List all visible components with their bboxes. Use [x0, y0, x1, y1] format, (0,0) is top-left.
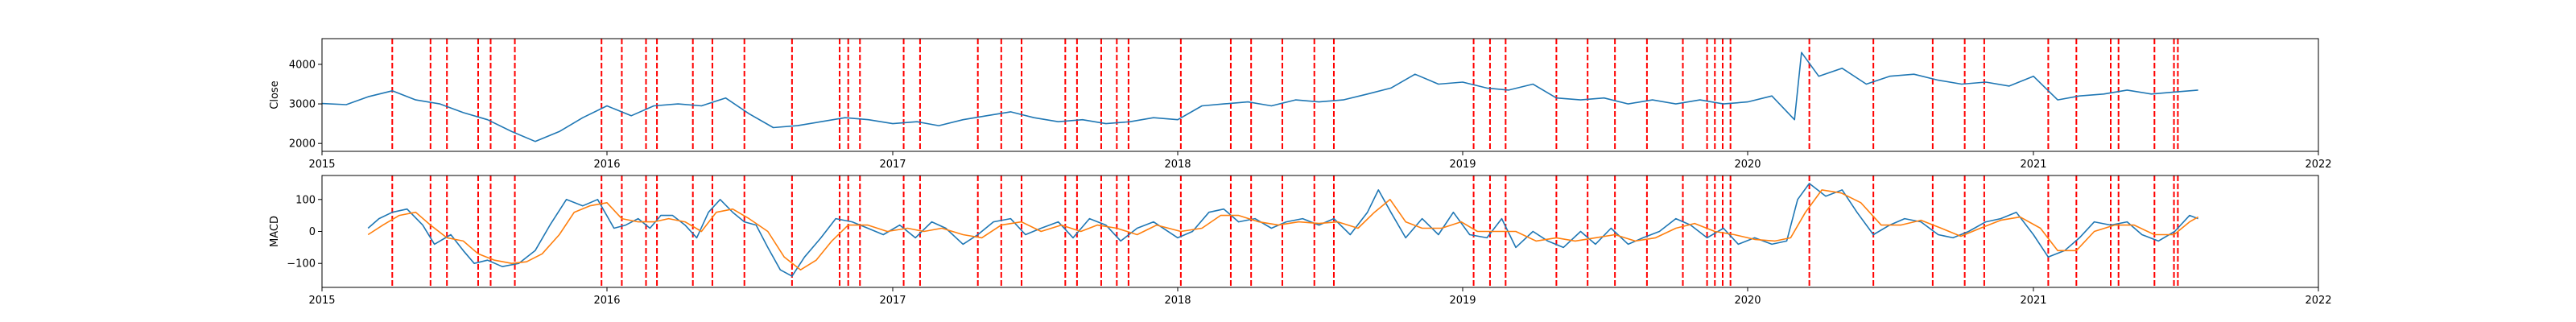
macd-series-line-1 [367, 189, 2198, 271]
close-x-tick-label: 2018 [1164, 159, 1191, 171]
macd-x-tick-label: 2017 [879, 295, 906, 307]
macd-y-tick-label: −100 [287, 258, 316, 270]
close-y-axis-label: Close [269, 80, 281, 109]
macd-x-tick-label: 2019 [1449, 295, 1476, 307]
close-x-tick-label: 2016 [593, 159, 620, 171]
macd-y-tick-label: 0 [309, 226, 316, 238]
macd-x-tick-label: 2018 [1164, 295, 1191, 307]
close-x-tick-label: 2017 [879, 159, 906, 171]
close-y-tick-label: 2000 [289, 138, 316, 151]
macd-x-tick-label: 2021 [2020, 295, 2046, 307]
close-x-tick-label: 2022 [2305, 159, 2331, 171]
close-x-tick-label: 2015 [308, 159, 335, 171]
macd-x-tick-label: 2016 [593, 295, 620, 307]
macd-x-tick-label: 2020 [1734, 295, 1761, 307]
close-x-tick-label: 2020 [1734, 159, 1761, 171]
close-series-line-0 [321, 52, 2198, 142]
macd-y-axis-label: MACD [269, 216, 281, 247]
macd-series-line-0 [367, 183, 2198, 277]
close-axes-frame [321, 38, 2319, 152]
macd-y-tick-label: 100 [295, 194, 316, 206]
close-price-panel: 2015 2016 2017 2018 2019 2020 2021 2022 2000 3000… [269, 38, 2332, 171]
close-y-tick-label: 4000 [289, 59, 316, 71]
macd-panel: 2015 2016 2017 2018 2019 2020 2021 2022 −100 0 100… [269, 175, 2332, 307]
macd-x-tick-label: 2022 [2305, 295, 2331, 307]
close-y-tick-label: 3000 [289, 99, 316, 111]
close-x-tick-label: 2019 [1449, 159, 1476, 171]
close-x-tick-label: 2021 [2020, 159, 2046, 171]
macd-x-tick-label: 2015 [308, 295, 335, 307]
